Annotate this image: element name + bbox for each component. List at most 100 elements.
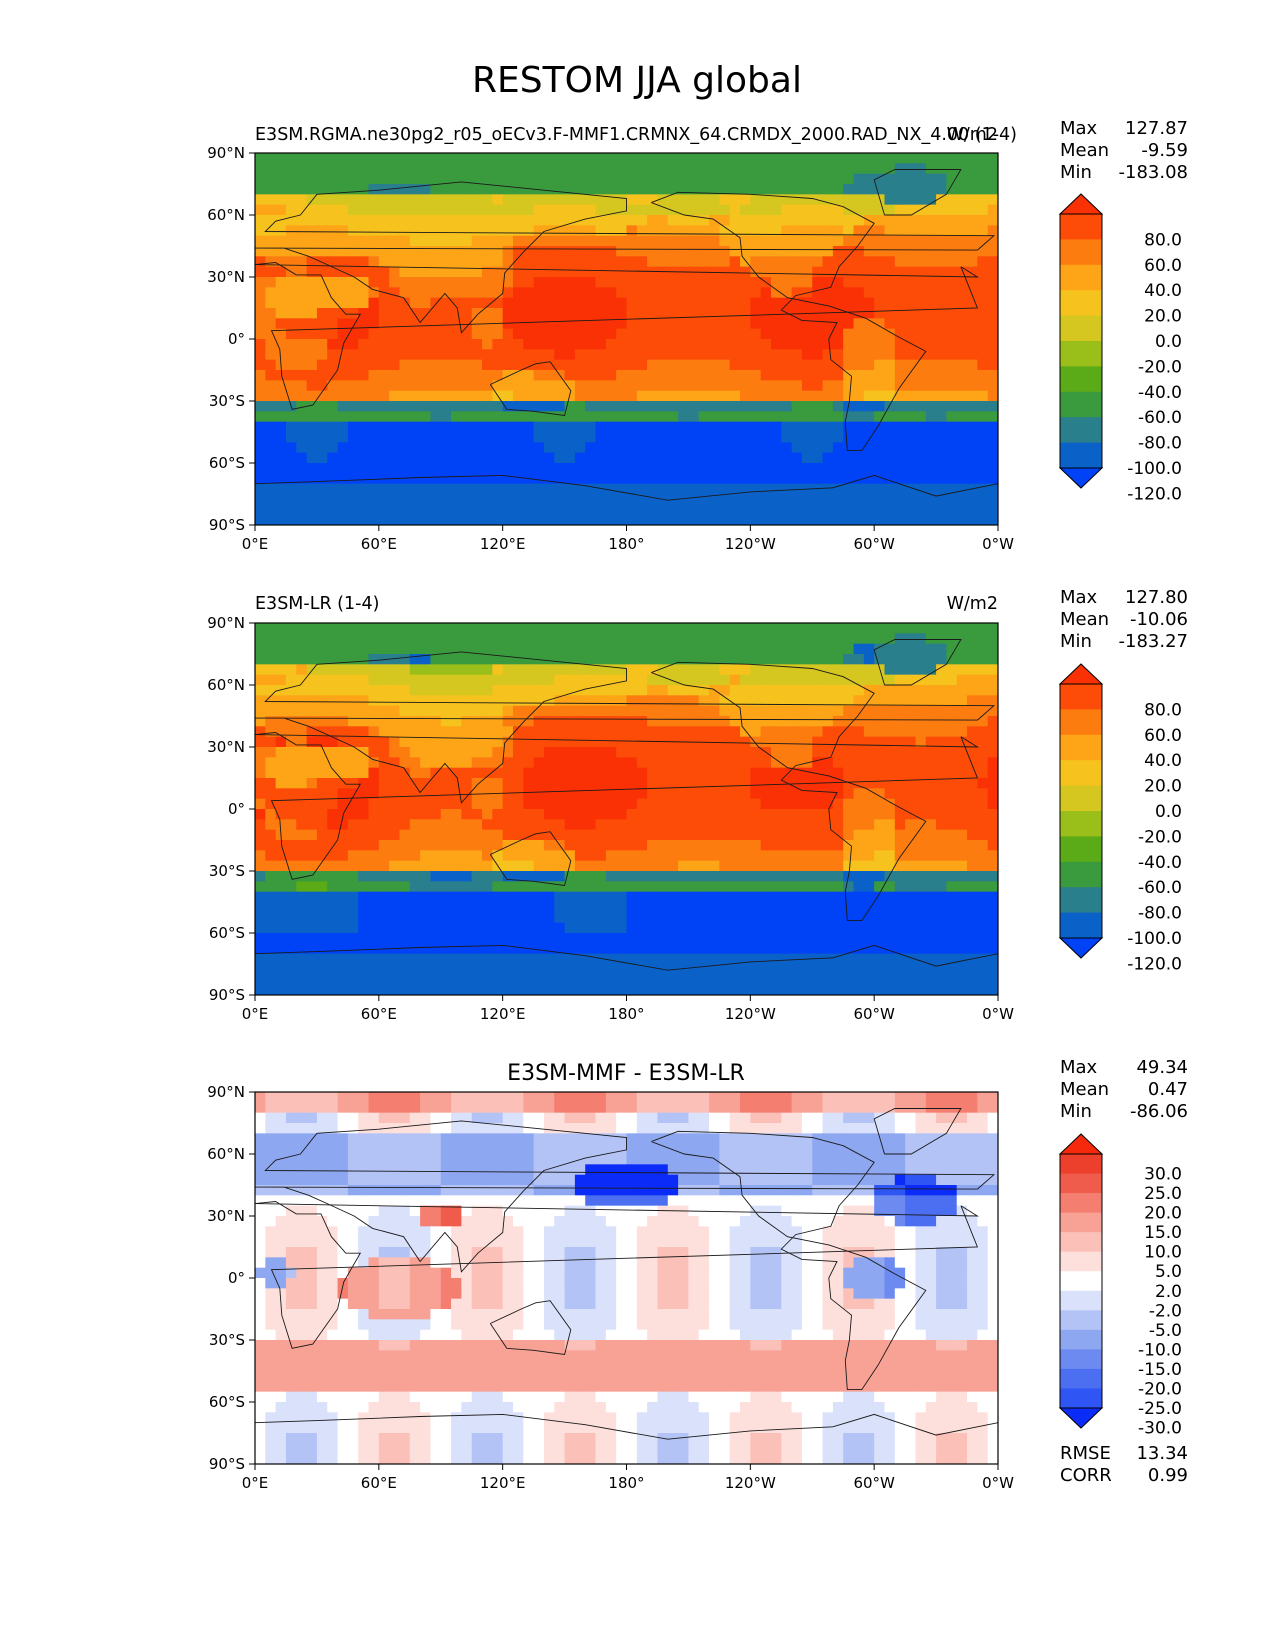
field-cell: [327, 891, 339, 903]
field-cell: [863, 716, 875, 727]
field-cell: [265, 235, 277, 247]
field-cell: [822, 902, 834, 913]
field-cell: [905, 860, 917, 872]
field-cell: [306, 442, 318, 454]
field-cell: [471, 401, 483, 412]
field-cell: [399, 871, 411, 882]
field-cell: [471, 349, 483, 361]
field-cell: [564, 452, 576, 464]
field-cell: [255, 633, 266, 645]
field-cell: [440, 747, 452, 758]
field-cell: [987, 902, 998, 913]
field-cell: [347, 933, 359, 944]
field-cell: [554, 463, 566, 474]
field-cell: [905, 473, 917, 485]
field-cell: [585, 514, 597, 525]
field-cell: [709, 173, 720, 185]
field-cell: [523, 235, 535, 247]
field-cell: [946, 504, 958, 516]
field-cell: [874, 514, 886, 525]
field-cell: [719, 840, 731, 851]
field-cell: [791, 943, 803, 955]
field-cell: [368, 943, 380, 955]
field-cell: [265, 246, 277, 257]
field-cell: [327, 277, 339, 288]
field-cell: [358, 674, 370, 686]
field-cell: [719, 767, 731, 779]
field-cell: [967, 235, 978, 247]
field-cell: [327, 463, 339, 474]
field-cell: [863, 432, 875, 443]
field-cell: [977, 943, 989, 955]
field-cell: [265, 390, 277, 402]
field-cell: [265, 912, 277, 924]
field-cell: [482, 767, 493, 779]
field-cell: [967, 390, 978, 402]
field-cell: [482, 225, 493, 237]
field-cell: [306, 871, 318, 882]
field-cell: [874, 943, 886, 955]
field-cell: [275, 798, 287, 810]
field-cell: [770, 153, 782, 164]
field-cell: [512, 163, 524, 175]
field-cell: [698, 359, 710, 371]
field-cell: [946, 757, 958, 769]
field-cell: [337, 432, 349, 443]
field-cell: [265, 747, 277, 758]
field-cell: [822, 850, 834, 862]
field-cell: [554, 287, 566, 299]
field-cell: [832, 819, 844, 831]
field-cell: [801, 184, 813, 195]
field-cell: [389, 246, 401, 257]
field-cell: [853, 266, 865, 278]
field-cell: [285, 349, 297, 361]
field-cell: [801, 163, 813, 175]
field-cell: [306, 380, 318, 392]
field-cell: [925, 287, 937, 299]
field-cell: [678, 215, 690, 226]
field-cell: [740, 922, 751, 934]
field-cell: [967, 912, 978, 924]
field-cell: [636, 705, 648, 717]
field-cell: [554, 643, 566, 655]
field-cell: [296, 860, 308, 872]
field-cell: [688, 359, 700, 371]
field-cell: [316, 173, 328, 185]
field-cell: [946, 390, 958, 402]
field-cell: [967, 798, 978, 810]
field-cell: [853, 287, 865, 299]
field-cell: [925, 933, 937, 944]
field-cell: [781, 432, 793, 443]
field-cell: [626, 308, 638, 319]
field-cell: [647, 339, 659, 350]
field-cell: [750, 695, 762, 707]
field-cell: [543, 318, 555, 330]
field-cell: [936, 235, 947, 247]
field-cell: [915, 339, 927, 350]
field-cell: [678, 891, 690, 903]
field-cell: [327, 494, 339, 505]
field-cell: [378, 747, 390, 758]
field-cell: [461, 266, 473, 278]
field-cell: [801, 432, 813, 443]
field-cell: [275, 623, 287, 634]
coastline: [489, 361, 572, 417]
field-cell: [987, 767, 998, 779]
field-cell: [430, 891, 442, 903]
field-cell: [894, 514, 906, 525]
field-cell: [719, 902, 731, 913]
field-cell: [306, 623, 318, 634]
field-cell: [636, 370, 648, 381]
field-cell: [327, 674, 339, 686]
field-cell: [801, 452, 813, 464]
field-cell: [956, 370, 968, 381]
field-cell: [471, 654, 483, 665]
field-cell: [420, 297, 432, 309]
field-cell: [915, 235, 927, 247]
field-cell: [543, 184, 555, 195]
field-cell: [946, 798, 958, 810]
field-cell: [358, 633, 370, 645]
field-cell: [688, 685, 700, 696]
field-cell: [616, 943, 628, 955]
field-cell: [905, 390, 917, 402]
